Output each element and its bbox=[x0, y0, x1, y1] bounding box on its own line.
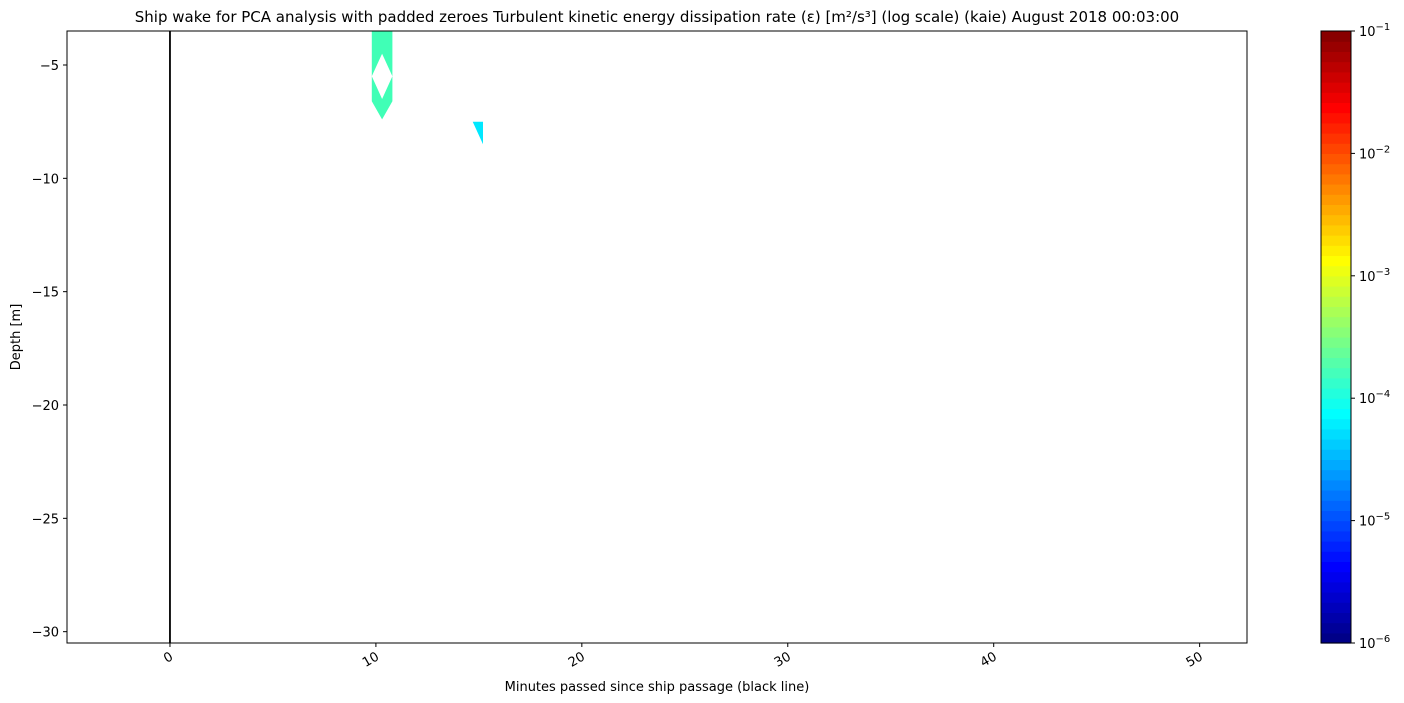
colorbar-band bbox=[1321, 428, 1351, 440]
colorbar-band bbox=[1321, 102, 1351, 114]
chart-title: Ship wake for PCA analysis with padded z… bbox=[135, 8, 1179, 26]
colorbar-band bbox=[1321, 388, 1351, 399]
colorbar-band bbox=[1321, 632, 1351, 644]
colorbar-band bbox=[1321, 255, 1351, 267]
colorbar-band bbox=[1321, 112, 1351, 124]
colorbar-band bbox=[1321, 204, 1351, 216]
colorbar-band bbox=[1321, 510, 1351, 522]
colorbar-ticks: 10−6 10−5 10−4 10−3 10−2 10−1 bbox=[1351, 22, 1390, 652]
y-tick-label: −25 bbox=[32, 512, 59, 527]
colorbar-band bbox=[1321, 61, 1351, 73]
plot-frame bbox=[66, 30, 1248, 644]
colorbar-band bbox=[1321, 71, 1351, 83]
x-tick-label: 10 bbox=[360, 649, 382, 670]
colorbar-frame bbox=[1320, 30, 1352, 644]
colorbar-band bbox=[1321, 357, 1351, 369]
colorbar-tick-label: 10−5 bbox=[1359, 512, 1390, 530]
colorbar-band bbox=[1321, 224, 1351, 236]
colorbar-band bbox=[1321, 337, 1351, 348]
colorbar-band bbox=[1321, 51, 1351, 63]
colorbar-band bbox=[1321, 184, 1351, 195]
x-tick-label: 40 bbox=[978, 649, 1000, 670]
colorbar-band bbox=[1321, 326, 1351, 338]
x-tick-label: 50 bbox=[1184, 649, 1206, 670]
colorbar-band bbox=[1321, 214, 1351, 226]
colorbar-band bbox=[1321, 92, 1351, 103]
colorbar-band bbox=[1321, 286, 1351, 297]
colorbar-band bbox=[1321, 408, 1351, 420]
colorbar-band bbox=[1321, 143, 1351, 154]
colorbar-band bbox=[1321, 490, 1351, 501]
colorbar-band bbox=[1321, 530, 1351, 542]
colorbar-band bbox=[1321, 459, 1351, 471]
colorbar-band bbox=[1321, 265, 1351, 277]
colorbar-band bbox=[1321, 561, 1351, 573]
colorbar-band bbox=[1321, 122, 1351, 134]
colorbar-band bbox=[1321, 541, 1351, 552]
x-tick-label: 20 bbox=[566, 649, 588, 670]
wake-patch-lower bbox=[472, 121, 483, 145]
colorbar-band bbox=[1321, 296, 1351, 307]
colorbar-tick-label: 10−1 bbox=[1359, 22, 1390, 40]
colorbar-band bbox=[1321, 235, 1351, 246]
colorbar-band bbox=[1321, 469, 1351, 481]
colorbar-band bbox=[1321, 377, 1351, 389]
colorbar-band bbox=[1321, 82, 1351, 93]
colorbar-band bbox=[1321, 520, 1351, 532]
plot-area bbox=[66, 30, 1248, 644]
y-tick-label: −5 bbox=[40, 59, 59, 74]
colorbar-band bbox=[1321, 479, 1351, 491]
x-tick-label: 0 bbox=[161, 649, 176, 666]
colorbar-band bbox=[1321, 439, 1351, 450]
colorbar-band bbox=[1321, 133, 1351, 144]
colorbar-tick-label: 10−3 bbox=[1359, 267, 1390, 285]
y-axis-label: Depth [m] bbox=[9, 304, 24, 371]
colorbar: 10−6 10−5 10−4 10−3 10−2 10−1 bbox=[1320, 22, 1390, 652]
wake-patch-upper bbox=[371, 31, 393, 120]
colorbar-band bbox=[1321, 418, 1351, 430]
colorbar-band bbox=[1321, 622, 1351, 634]
colorbar-band bbox=[1321, 163, 1351, 175]
x-axis: 0 10 20 30 40 50 bbox=[161, 643, 1206, 671]
colorbar-band bbox=[1321, 41, 1351, 52]
y-tick-label: −15 bbox=[32, 286, 59, 301]
y-tick-label: −10 bbox=[32, 172, 59, 187]
colorbar-band bbox=[1321, 551, 1351, 562]
colorbar-band bbox=[1321, 500, 1351, 511]
colorbar-band bbox=[1321, 245, 1351, 256]
colorbar-band bbox=[1321, 347, 1351, 358]
colorbar-band bbox=[1321, 602, 1351, 613]
colorbar-tick-label: 10−2 bbox=[1359, 144, 1390, 162]
y-tick-label: −20 bbox=[32, 399, 59, 414]
y-axis: −5 −10 −15 −20 −25 −30 bbox=[32, 59, 67, 641]
colorbar-band bbox=[1321, 153, 1351, 165]
colorbar-band bbox=[1321, 367, 1351, 379]
x-axis-label: Minutes passed since ship passage (black… bbox=[505, 680, 810, 695]
colorbar-band bbox=[1321, 31, 1351, 42]
colorbar-band bbox=[1321, 398, 1351, 409]
colorbar-band bbox=[1321, 275, 1351, 287]
colorbar-gradient bbox=[1321, 31, 1351, 644]
colorbar-tick-label: 10−6 bbox=[1359, 634, 1390, 652]
colorbar-band bbox=[1321, 173, 1351, 185]
colorbar-band bbox=[1321, 612, 1351, 624]
data-regions bbox=[371, 31, 483, 145]
x-tick-label: 30 bbox=[772, 649, 794, 670]
colorbar-band bbox=[1321, 316, 1351, 328]
y-tick-label: −30 bbox=[32, 626, 59, 641]
colorbar-band bbox=[1321, 592, 1351, 603]
colorbar-band bbox=[1321, 581, 1351, 593]
colorbar-band bbox=[1321, 571, 1351, 583]
colorbar-band bbox=[1321, 449, 1351, 460]
colorbar-band bbox=[1321, 194, 1351, 205]
colorbar-band bbox=[1321, 306, 1351, 318]
colorbar-tick-label: 10−4 bbox=[1359, 389, 1390, 407]
plot-background bbox=[67, 31, 1247, 643]
